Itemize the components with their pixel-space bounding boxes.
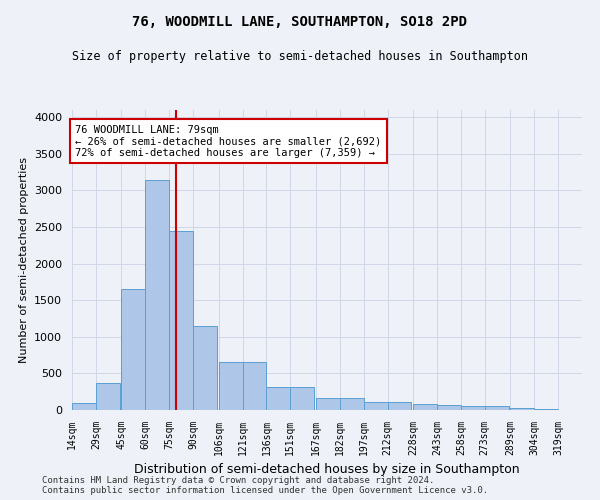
Bar <box>96 383 120 410</box>
Bar <box>316 398 340 410</box>
Bar <box>193 326 217 410</box>
Bar <box>510 408 534 410</box>
Bar <box>485 406 509 410</box>
Bar <box>340 398 364 410</box>
Bar <box>290 386 314 410</box>
Bar <box>461 406 485 410</box>
Bar <box>72 402 96 410</box>
Bar <box>364 402 388 410</box>
Text: Contains public sector information licensed under the Open Government Licence v3: Contains public sector information licen… <box>42 486 488 495</box>
Bar <box>145 180 169 410</box>
Bar <box>121 290 145 410</box>
Y-axis label: Number of semi-detached properties: Number of semi-detached properties <box>19 157 29 363</box>
Bar <box>534 408 558 410</box>
Bar <box>388 402 412 410</box>
Text: Contains HM Land Registry data © Crown copyright and database right 2024.: Contains HM Land Registry data © Crown c… <box>42 476 434 485</box>
X-axis label: Distribution of semi-detached houses by size in Southampton: Distribution of semi-detached houses by … <box>134 464 520 476</box>
Bar <box>169 230 193 410</box>
Bar <box>437 405 461 410</box>
Bar <box>266 386 290 410</box>
Text: 76, WOODMILL LANE, SOUTHAMPTON, SO18 2PD: 76, WOODMILL LANE, SOUTHAMPTON, SO18 2PD <box>133 15 467 29</box>
Bar <box>218 362 242 410</box>
Text: Size of property relative to semi-detached houses in Southampton: Size of property relative to semi-detach… <box>72 50 528 63</box>
Bar <box>413 404 437 410</box>
Text: 76 WOODMILL LANE: 79sqm
← 26% of semi-detached houses are smaller (2,692)
72% of: 76 WOODMILL LANE: 79sqm ← 26% of semi-de… <box>75 124 382 158</box>
Bar <box>242 362 266 410</box>
